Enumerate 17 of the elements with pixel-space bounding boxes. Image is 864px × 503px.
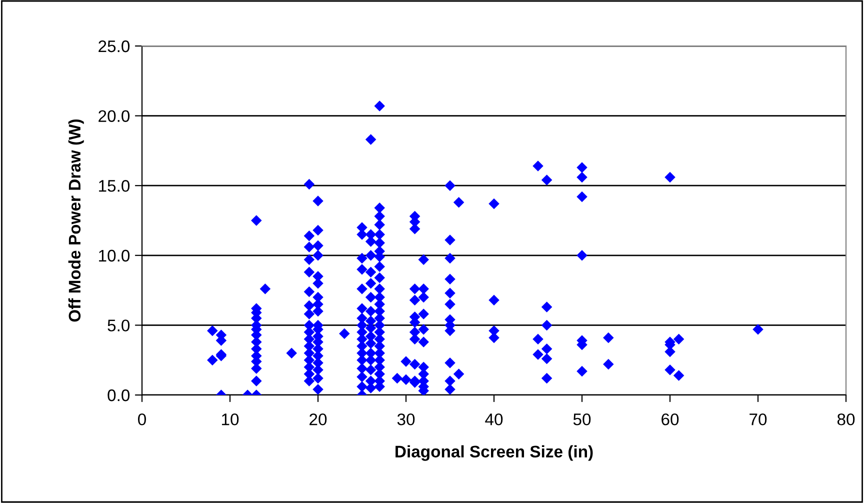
- x-tick-label: 60: [662, 413, 679, 426]
- y-axis-title: Off Mode Power Draw (W): [68, 119, 84, 322]
- y-tick-label: 5.0: [108, 320, 130, 332]
- y-tick-label: 25.0: [98, 40, 130, 52]
- x-tick-label: 30: [397, 413, 415, 426]
- x-tick-label: 10: [222, 413, 239, 426]
- y-tick-label: 15.0: [99, 180, 130, 192]
- x-tick-label: 50: [573, 413, 591, 426]
- x-tick-label: 70: [750, 413, 767, 426]
- x-tick-label: 40: [485, 413, 503, 426]
- x-tick-label: 80: [837, 413, 855, 426]
- y-tick-label: 20.0: [98, 110, 130, 122]
- y-tick-label: 10.0: [99, 250, 130, 262]
- x-tick-label: 20: [310, 413, 327, 426]
- x-tick-label: 0: [138, 413, 146, 426]
- x-axis-title: Diagonal Screen Size (in): [396, 445, 593, 461]
- y-tick-label: 0.0: [108, 389, 130, 402]
